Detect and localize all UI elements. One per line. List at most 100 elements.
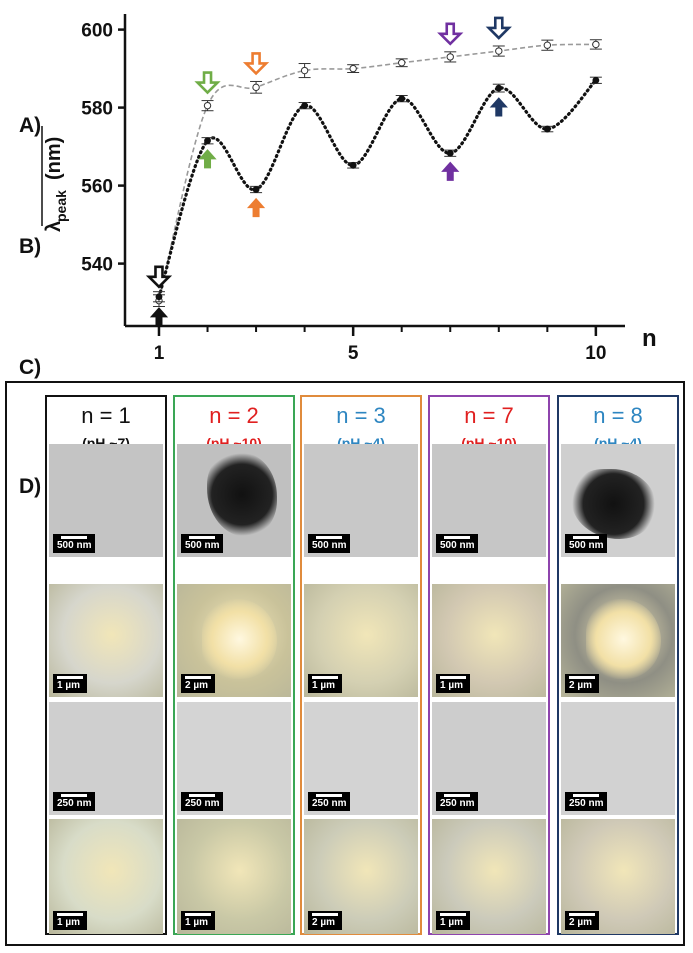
y-title-unit: (nm) <box>43 137 65 180</box>
filled-data-point <box>252 186 260 193</box>
scale-bar-label: 2 µm <box>185 680 208 691</box>
scale-bar-line <box>61 794 88 797</box>
scale-bar: 2 µm <box>565 674 599 693</box>
micrograph-tile: 2 µm <box>177 584 291 697</box>
scale-bar-label: 1 µm <box>57 917 80 928</box>
y-tick-label: 540 <box>81 255 113 276</box>
scale-bar-label: 1 µm <box>185 917 208 928</box>
scale-bar: 250 nm <box>308 792 351 811</box>
scale-bar-label: 1 µm <box>440 917 463 928</box>
column-n5: n = 8 (pH ~4) 500 nm 2 µm 250 nm 2 µm <box>557 395 679 935</box>
open-data-point <box>300 66 309 75</box>
column-n-label: n = 8 <box>593 403 643 428</box>
filled-data-point <box>592 76 600 84</box>
scale-bar: 1 µm <box>53 911 87 930</box>
filled-arrow-n8 <box>489 97 508 117</box>
x-tick-label: 10 <box>585 343 606 364</box>
scale-bar: 500 nm <box>565 534 608 553</box>
scale-bar: 250 nm <box>436 792 479 811</box>
open-arrow-n1 <box>145 265 173 289</box>
micrograph-tile: 2 µm <box>304 819 418 934</box>
scale-bar-line <box>569 676 595 679</box>
scale-bar-line <box>312 676 338 679</box>
scale-bar: 250 nm <box>565 792 608 811</box>
filled-data-point <box>204 137 211 145</box>
filled-data-point <box>446 149 454 157</box>
scale-bar-line <box>185 676 211 679</box>
open-data-point <box>203 101 212 110</box>
micrograph-tile: 250 nm <box>177 702 291 815</box>
scale-bar-line <box>57 676 83 679</box>
scale-bar: 2 µm <box>308 911 342 930</box>
filled-arrow-n3 <box>246 197 266 218</box>
open-data-point <box>252 83 260 92</box>
scale-bar: 500 nm <box>308 534 351 553</box>
open-data-point <box>446 53 454 61</box>
scale-bar-label: 500 nm <box>185 540 220 551</box>
micrograph-tile: 250 nm <box>49 702 163 815</box>
scale-bar-line <box>444 536 471 539</box>
y-axis-title: λ peak (nm) <box>41 126 69 232</box>
y-title-sub: peak <box>53 190 69 222</box>
scale-bar-label: 250 nm <box>185 798 220 809</box>
open-data-point <box>543 41 552 49</box>
open-arrow-n7 <box>437 22 464 46</box>
filled-arrow-n2 <box>198 149 217 169</box>
scale-bar: 500 nm <box>181 534 224 553</box>
scale-bar-label: 250 nm <box>569 798 604 809</box>
peak-wavelength-chart: λ peak (nm) 540 560 580 600 1 5 10 n <box>41 14 657 364</box>
x-tick-label: 5 <box>348 343 359 364</box>
column-n-label: n = 3 <box>336 403 386 428</box>
y-tick-label: 580 <box>81 99 113 120</box>
y-tick-label: 600 <box>81 21 113 42</box>
scale-bar-label: 250 nm <box>312 798 347 809</box>
scale-bar-label: 2 µm <box>569 680 592 691</box>
open-arrow-n8 <box>485 16 512 40</box>
scale-bar-line <box>440 676 466 679</box>
open-arrow-n2 <box>194 71 221 95</box>
scale-bar-label: 500 nm <box>57 540 92 551</box>
scale-bar: 1 µm <box>436 674 470 693</box>
micrograph-tile: 500 nm <box>561 444 675 557</box>
scale-bar-line <box>189 536 216 539</box>
column-n3: n = 3 (pH ~4) 500 nm 1 µm 250 nm 2 µm <box>300 395 422 935</box>
row-label: D) <box>19 475 42 498</box>
aggregate-blob <box>571 469 656 539</box>
scale-bar-label: 1 µm <box>57 680 80 691</box>
micrograph-tile: 500 nm <box>432 444 546 557</box>
scale-bar-line <box>444 794 471 797</box>
row-label: B) <box>19 235 42 258</box>
plot-area: 540 560 580 600 1 5 10 n <box>81 14 657 364</box>
scale-bar: 2 µm <box>565 911 599 930</box>
micrograph-tile: 2 µm <box>561 819 675 934</box>
micrograph-tile: 500 nm <box>304 444 418 557</box>
micrograph-tile: 250 nm <box>432 702 546 815</box>
y-tick-label: 560 <box>81 177 113 198</box>
filled-data-point <box>398 95 406 103</box>
scale-bar: 2 µm <box>181 674 215 693</box>
scale-bar-line <box>316 536 343 539</box>
column-n1: n = 1 (pH ~7) 500 nm 1 µm 250 nm 1 µm <box>45 395 167 935</box>
aggregate-blob <box>207 452 277 537</box>
scale-bar-line <box>312 913 338 916</box>
scale-bar: 1 µm <box>308 674 342 693</box>
scale-bar-label: 500 nm <box>440 540 475 551</box>
bright-region <box>202 599 277 679</box>
scale-bar-line <box>316 794 343 797</box>
filled-arrow-n7 <box>441 161 460 181</box>
column-n2: n = 2 (pH ~10) 500 nm 2 µm 250 nm 1 µm <box>173 395 295 935</box>
scale-bar: 1 µm <box>181 911 215 930</box>
row-label: A) <box>19 114 42 137</box>
filled-data-point <box>301 102 309 110</box>
scale-bar: 250 nm <box>181 792 224 811</box>
micrograph-tile: 1 µm <box>177 819 291 934</box>
y-title-main: λ <box>43 221 65 232</box>
scale-bar-label: 1 µm <box>440 680 463 691</box>
micrograph-tile: 250 nm <box>304 702 418 815</box>
filled-data-point <box>495 84 503 92</box>
open-data-point <box>397 59 406 67</box>
scale-bar-label: 500 nm <box>312 540 347 551</box>
series-filled-fit-line <box>157 78 598 299</box>
scale-bar: 250 nm <box>53 792 96 811</box>
scale-bar: 500 nm <box>436 534 479 553</box>
